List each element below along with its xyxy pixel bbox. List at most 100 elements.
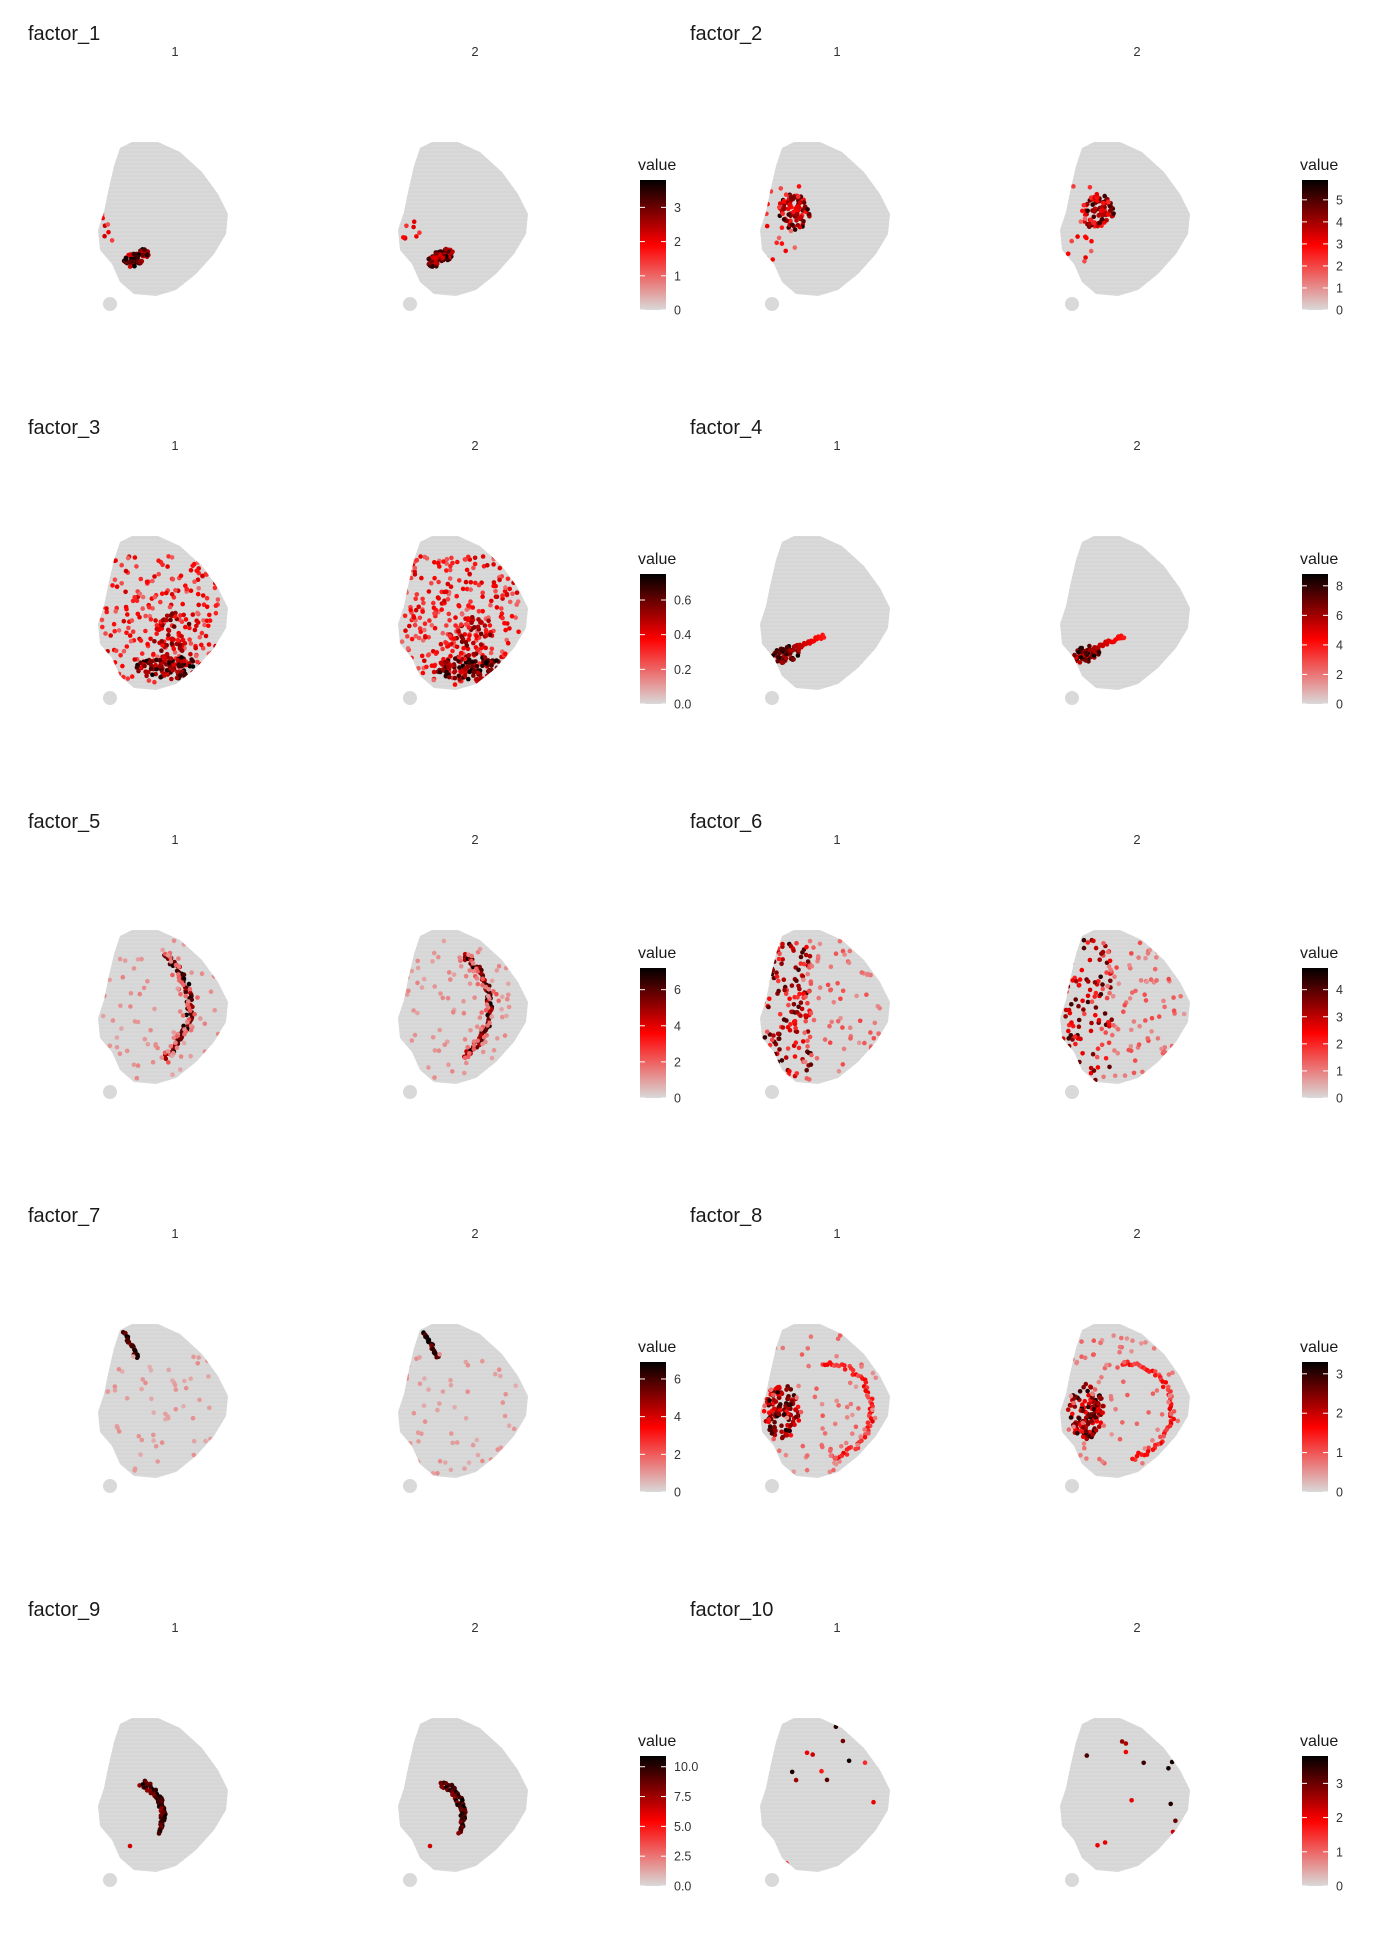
spot	[475, 981, 481, 987]
spot	[786, 1402, 792, 1407]
spot	[766, 1417, 772, 1422]
spot	[1127, 996, 1133, 1001]
spot	[195, 591, 201, 597]
spot	[791, 209, 796, 215]
spot	[190, 670, 195, 675]
spot	[1091, 1338, 1097, 1343]
legend-title: value	[1300, 551, 1338, 568]
sample-label: 1	[833, 832, 840, 847]
spot	[412, 565, 418, 571]
spot	[512, 942, 518, 948]
spot	[181, 982, 186, 988]
spot	[1172, 964, 1177, 970]
spot	[1082, 216, 1088, 221]
spot	[462, 673, 468, 678]
spot	[777, 204, 782, 210]
spot	[166, 1367, 171, 1373]
spot	[474, 663, 480, 669]
spot	[470, 961, 476, 966]
spot	[1060, 1057, 1066, 1062]
spot	[448, 563, 453, 569]
spot	[459, 612, 465, 617]
spot	[808, 1062, 814, 1067]
spot	[804, 1750, 810, 1756]
spot	[798, 1409, 804, 1415]
tissue-fragment	[103, 691, 117, 705]
tissue-fragment	[103, 1873, 117, 1887]
spot	[188, 568, 194, 573]
legend-tick-label: 0.0	[674, 1880, 691, 1894]
spot	[167, 604, 173, 610]
spot	[415, 1010, 420, 1016]
spot	[130, 598, 136, 604]
spot	[175, 986, 181, 991]
spot	[1079, 1354, 1084, 1359]
spot	[787, 1428, 792, 1434]
sample-label: 2	[471, 1620, 478, 1635]
spot	[853, 1446, 858, 1452]
spot	[496, 1367, 502, 1372]
spot	[119, 581, 124, 586]
spot	[1142, 1446, 1148, 1451]
spot	[471, 668, 477, 674]
spot	[1104, 642, 1110, 647]
spot	[144, 252, 150, 258]
spot	[761, 1000, 766, 1005]
spot	[417, 1355, 422, 1360]
spot	[509, 677, 515, 683]
spot	[509, 554, 515, 559]
spot	[828, 964, 834, 970]
spot	[160, 947, 165, 953]
spot	[510, 659, 515, 664]
spot	[761, 1408, 767, 1414]
spot	[433, 251, 439, 257]
spot	[418, 629, 424, 635]
spot	[475, 1452, 481, 1458]
spot	[777, 1011, 783, 1017]
spot	[429, 580, 434, 586]
spot	[189, 970, 194, 975]
spot	[820, 1444, 825, 1450]
spot	[446, 970, 452, 975]
tissue-fragment	[103, 1085, 117, 1099]
spot	[1088, 1385, 1094, 1390]
spot	[131, 1062, 137, 1068]
spot	[775, 1031, 781, 1037]
spot	[159, 1055, 164, 1060]
factor-title: factor_7	[28, 1205, 100, 1227]
spot	[787, 1028, 793, 1033]
spot	[856, 1406, 861, 1411]
legend-tick-label: 1	[1336, 1446, 1343, 1460]
tissue-fragment	[765, 1479, 779, 1493]
spot	[187, 674, 193, 680]
spot	[452, 636, 457, 641]
spot	[450, 1440, 455, 1446]
spot	[764, 223, 770, 229]
spot	[1095, 1046, 1101, 1051]
spot	[515, 599, 521, 604]
spot	[1096, 650, 1102, 655]
spot	[1101, 1074, 1106, 1080]
spot	[156, 1831, 162, 1836]
spot	[796, 203, 801, 209]
spot	[140, 594, 146, 600]
spot	[1060, 974, 1065, 980]
sample-label: 2	[471, 1226, 478, 1241]
spot	[483, 660, 489, 666]
spot	[806, 1363, 811, 1369]
legend-colorbar	[1302, 1362, 1328, 1492]
spot	[777, 1047, 782, 1052]
spot	[191, 670, 196, 676]
spot	[505, 640, 511, 646]
spot	[815, 954, 821, 959]
spot	[447, 618, 452, 623]
spot	[500, 615, 505, 621]
spot	[507, 586, 512, 592]
spot	[435, 1471, 440, 1476]
spot	[1136, 1042, 1142, 1047]
sample-label: 1	[833, 1620, 840, 1635]
spot	[510, 572, 515, 578]
spot	[1098, 992, 1104, 997]
spot	[153, 1444, 159, 1449]
